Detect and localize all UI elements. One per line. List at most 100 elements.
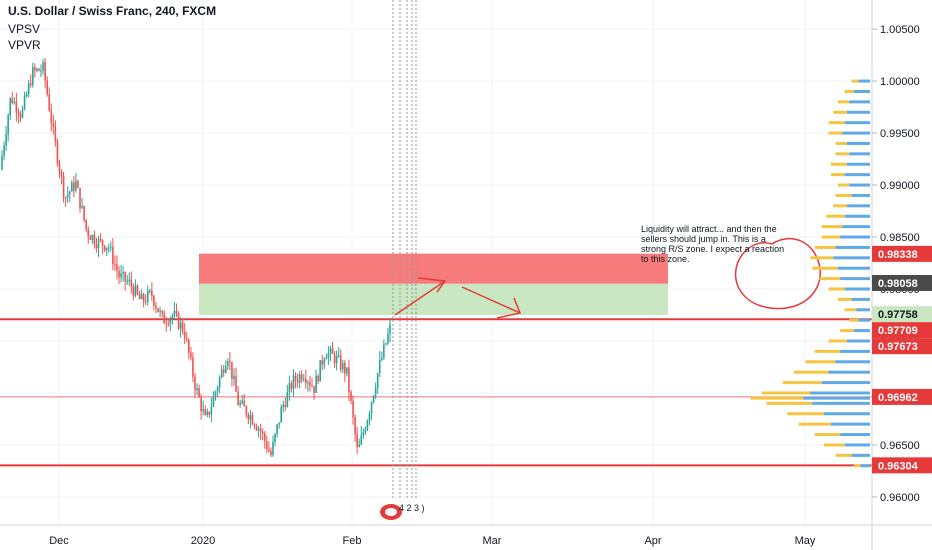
annotation-note[interactable]: Liquidity will attract... and then the s… [641,224,785,264]
candle-body [146,290,149,303]
candle-body [317,375,319,382]
candle-body [249,415,252,420]
x-tick-label: Apr [644,535,661,547]
candle-body [243,400,246,407]
candle-body [383,344,385,358]
candle-body [151,290,153,296]
candle-body [362,432,365,436]
indicator-vpvr[interactable]: VPVR [8,38,41,52]
candle-body [103,245,106,251]
chart-title[interactable]: U.S. Dollar / Swiss Franc, 240, FXCM [8,4,217,18]
candle-body [222,369,225,373]
candle-body [360,435,363,445]
candle-body [259,428,262,432]
candle-body [87,228,90,237]
volume-bar-sell [814,349,841,353]
candle-body [175,311,178,314]
candle-body [70,182,73,192]
candle-body [62,175,65,198]
candle-body [116,264,118,271]
indicator-vpsv[interactable]: VPSV [8,22,41,36]
projection-arrow-up-head [417,277,447,293]
price-tag [872,388,932,405]
candle-body [122,272,124,274]
candle-body [263,433,266,442]
volume-bar-sell [837,100,850,104]
candle-body [239,403,241,406]
price-tag [872,322,932,339]
volume-bar-sell [814,433,841,437]
candle-body [40,70,42,72]
candle-body [161,310,163,314]
candle-body [44,62,46,81]
candle-body [268,449,270,452]
candle-body [126,281,129,283]
volume-bar-buy [842,131,870,135]
candle-body [95,244,98,249]
candle-body [112,246,114,265]
projection-arrow-down[interactable] [461,286,521,314]
volume-bar-buy [844,121,870,125]
candle-body [346,367,348,374]
candle-body [202,409,204,412]
candle-body [300,374,303,380]
volume-bar-buy [847,162,870,166]
volume-bar-buy [853,329,870,333]
candle-body [153,295,155,306]
candle-body [42,62,44,71]
candle-body [204,409,207,415]
volume-bar-sell [798,422,831,426]
volume-bar-sell [761,391,811,395]
volume-bar-buy [849,152,870,156]
event-marker[interactable]: 4 2 3 ) [380,503,425,520]
price-axis-ticks: 1.00500 1.00000 0.99500 0.99000 0.98500 0.980… [872,24,920,504]
volume-bar-sell [766,401,813,405]
price-tag-label: 0.97673 [878,341,918,353]
candle-body [5,134,7,146]
candle-body [169,318,172,325]
x-tick-label: May [795,535,816,547]
candle-body [327,352,330,359]
candle-body [214,391,217,397]
volume-bar-buy [803,396,870,400]
volume-bar-buy [844,173,870,177]
volume-bar-buy [821,381,870,385]
volume-bar-sell [826,214,845,218]
projection-arrow-up[interactable] [394,280,446,316]
volume-bar-buy [847,110,870,114]
candle-body [235,376,237,392]
highlight-circle[interactable] [734,237,821,310]
volume-bar-sell [835,193,852,197]
volume-bar-buy [835,245,870,249]
candle-body [210,406,213,415]
candle-body [52,123,55,127]
volume-bar-sell [830,162,847,166]
candle-body [124,272,126,282]
candle-body [179,322,182,329]
candle-body [192,357,194,377]
candle-body [387,333,389,344]
candle-body [280,407,282,423]
candle-body [130,279,133,287]
candle-body [231,362,233,379]
zones-layer [199,253,668,315]
candle-body [93,235,96,245]
volume-bar-buy [851,193,870,197]
candle-body [99,239,102,241]
candle-body [27,83,30,95]
candle-body [105,247,108,251]
candle-body [348,367,350,392]
volume-bar-sell [750,396,804,400]
candle-body [374,388,377,396]
volume-bar-sell [830,173,845,177]
resistance-zone[interactable] [199,253,668,284]
volume-bar-sell [805,360,836,364]
volume-bar-sell [824,443,845,447]
price-tag [872,245,932,262]
candle-body [245,406,248,415]
candle-body [200,397,202,412]
volume-bar-sell [844,89,854,93]
candle-body [251,415,254,425]
volume-bar-sell [853,464,861,468]
